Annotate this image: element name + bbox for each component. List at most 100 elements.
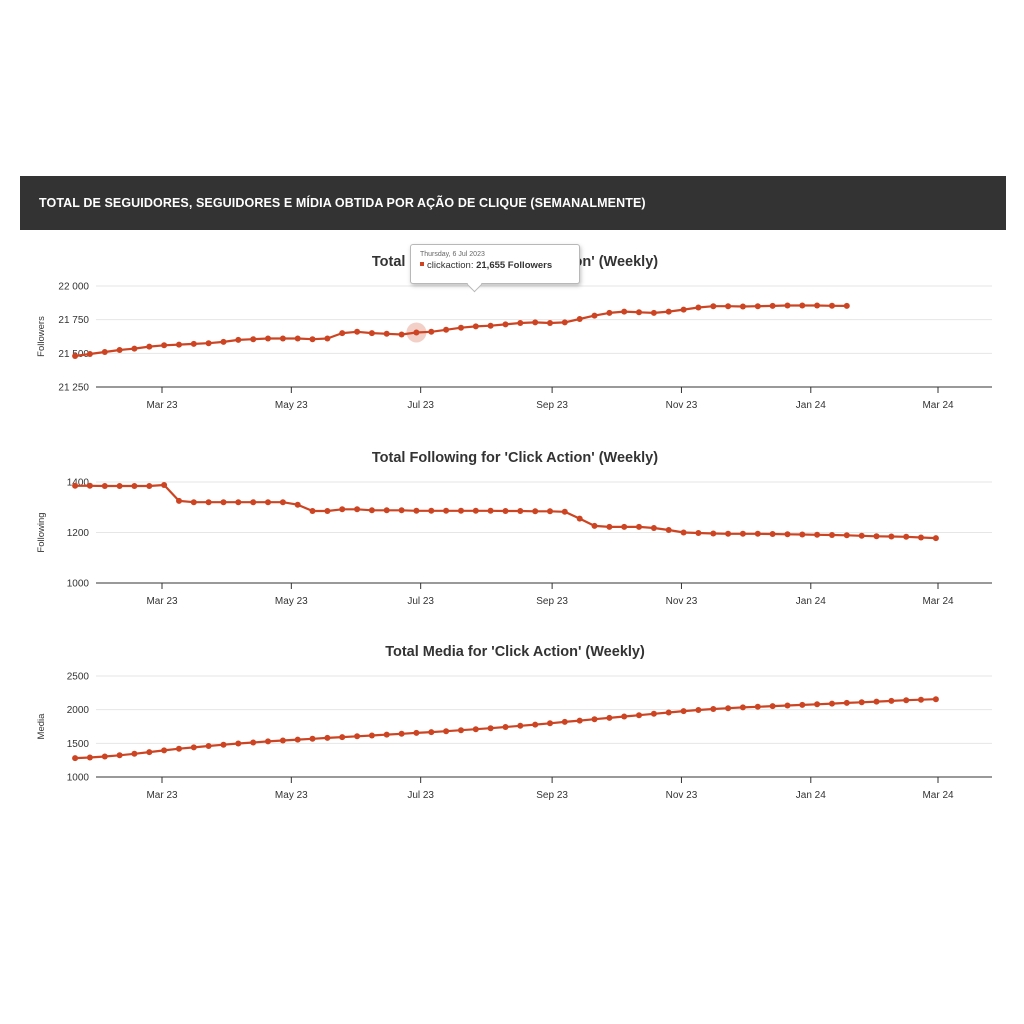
data-point[interactable] (324, 335, 331, 342)
data-point[interactable] (294, 335, 301, 342)
data-point[interactable] (146, 483, 153, 489)
data-point[interactable] (472, 323, 479, 330)
data-point[interactable] (561, 319, 568, 326)
data-point[interactable] (517, 320, 524, 326)
data-point[interactable] (650, 525, 657, 531)
data-point[interactable] (116, 347, 123, 353)
data-point[interactable] (799, 701, 806, 708)
data-point[interactable] (279, 737, 286, 744)
data-point[interactable] (680, 529, 687, 536)
data-point[interactable] (324, 508, 331, 514)
data-point[interactable] (784, 531, 791, 538)
data-point[interactable] (725, 303, 732, 310)
data-point[interactable] (161, 482, 168, 488)
data-point[interactable] (368, 507, 375, 514)
data-point[interactable] (176, 341, 182, 348)
data-point[interactable] (799, 531, 806, 538)
data-point[interactable] (458, 727, 464, 734)
data-point[interactable] (858, 532, 865, 539)
data-point[interactable] (176, 497, 182, 504)
data-point[interactable] (250, 499, 257, 506)
data-point[interactable] (161, 747, 168, 754)
data-point[interactable] (86, 351, 93, 357)
data-point[interactable] (695, 530, 702, 536)
data-point[interactable] (205, 743, 212, 749)
data-point[interactable] (116, 483, 123, 489)
data-point[interactable] (680, 708, 687, 715)
data-point[interactable] (843, 699, 850, 706)
data-point[interactable] (665, 308, 672, 315)
data-point[interactable] (428, 328, 435, 335)
data-point[interactable] (650, 710, 657, 717)
data-point[interactable] (502, 724, 509, 730)
data-point[interactable] (680, 306, 687, 313)
data-point[interactable] (205, 340, 212, 347)
data-point[interactable] (339, 734, 346, 741)
data-point[interactable] (443, 728, 450, 735)
data-point[interactable] (532, 319, 539, 326)
data-point[interactable] (725, 530, 732, 537)
data-point[interactable] (754, 530, 761, 537)
data-point[interactable] (829, 302, 835, 309)
data-point[interactable] (101, 753, 108, 760)
data-point[interactable] (547, 320, 553, 326)
data-point[interactable] (769, 531, 776, 537)
data-point[interactable] (86, 482, 93, 489)
data-point[interactable] (324, 734, 331, 741)
data-point[interactable] (739, 530, 746, 537)
data-point[interactable] (428, 507, 435, 514)
data-point[interactable] (101, 349, 108, 355)
data-point[interactable] (235, 499, 242, 506)
data-point[interactable] (131, 750, 138, 757)
data-point[interactable] (576, 717, 583, 724)
data-point[interactable] (814, 701, 821, 708)
data-point[interactable] (354, 328, 361, 335)
data-point[interactable] (72, 482, 79, 489)
data-point[interactable] (888, 697, 895, 704)
data-point[interactable] (695, 304, 702, 311)
data-point[interactable] (903, 533, 910, 540)
data-point[interactable] (814, 531, 821, 538)
data-point[interactable] (383, 330, 390, 337)
data-point[interactable] (725, 705, 732, 712)
data-point[interactable] (398, 331, 405, 338)
data-point[interactable] (547, 508, 553, 515)
data-point[interactable] (918, 534, 924, 541)
data-point[interactable] (458, 324, 464, 331)
data-point[interactable] (532, 508, 539, 515)
data-point[interactable] (829, 532, 835, 538)
data-point[interactable] (636, 309, 642, 316)
data-point[interactable] (591, 716, 598, 723)
data-point[interactable] (458, 507, 464, 514)
data-point[interactable] (368, 330, 375, 337)
data-point[interactable] (710, 303, 717, 310)
data-point[interactable] (754, 703, 761, 710)
data-point[interactable] (606, 523, 613, 530)
data-point[interactable] (932, 535, 939, 542)
data-point[interactable] (190, 499, 197, 506)
data-point[interactable] (265, 738, 271, 745)
data-point[interactable] (398, 730, 405, 737)
data-point[interactable] (591, 312, 598, 319)
data-point[interactable] (220, 499, 227, 506)
data-point[interactable] (413, 729, 420, 736)
data-point[interactable] (814, 302, 821, 309)
data-point[interactable] (487, 725, 494, 732)
data-point[interactable] (428, 729, 435, 736)
data-point[interactable] (502, 508, 509, 514)
data-point[interactable] (636, 523, 642, 530)
data-point[interactable] (383, 731, 390, 738)
data-point[interactable] (739, 303, 746, 310)
data-point[interactable] (354, 506, 361, 513)
data-point[interactable] (576, 316, 583, 322)
data-point[interactable] (472, 507, 479, 514)
data-point[interactable] (873, 533, 880, 540)
data-point[interactable] (235, 740, 242, 747)
data-point[interactable] (843, 532, 850, 539)
data-point[interactable] (517, 508, 524, 514)
data-point[interactable] (383, 507, 390, 514)
data-point[interactable] (294, 501, 301, 508)
data-point[interactable] (161, 342, 168, 349)
data-point[interactable] (398, 507, 405, 514)
data-point[interactable] (606, 309, 613, 316)
